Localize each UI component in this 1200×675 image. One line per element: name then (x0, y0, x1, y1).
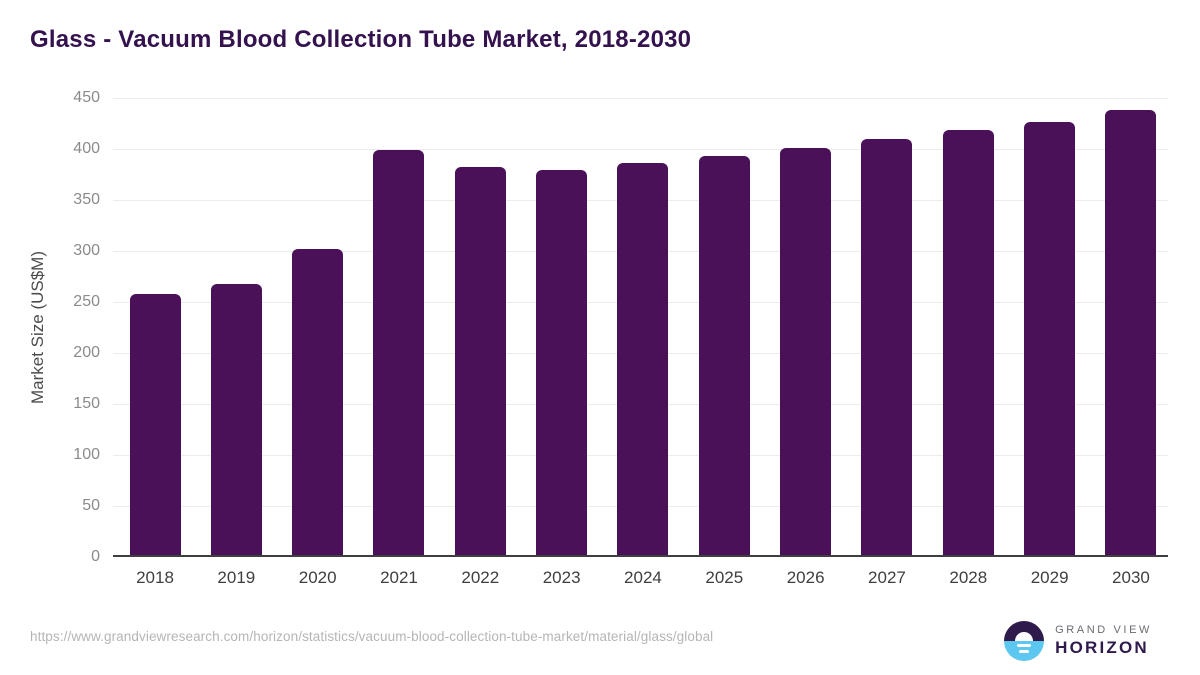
logo-product-name: HORIZON (1055, 638, 1149, 658)
bar-2018[interactable] (129, 293, 181, 555)
bar-2023[interactable] (536, 170, 588, 555)
y-tick-label: 450 (73, 89, 100, 106)
y-tick-label: 150 (73, 395, 100, 412)
gridline (113, 149, 1168, 150)
bar-2026[interactable] (780, 148, 832, 555)
y-tick-label: 400 (73, 140, 100, 157)
logo-brand-name: GRAND VIEW (1055, 623, 1152, 636)
x-tick-label: 2026 (786, 568, 825, 587)
horizon-logo: GRAND VIEW HORIZON (1004, 621, 1152, 661)
logo-text: GRAND VIEW HORIZON (1055, 624, 1152, 659)
y-tick-label: 350 (73, 191, 100, 208)
x-tick-label: 2022 (461, 568, 500, 587)
x-tick-label: 2019 (217, 568, 256, 587)
bar-2027[interactable] (861, 138, 913, 555)
x-tick-label: 2021 (380, 568, 418, 587)
y-tick-label: 0 (91, 548, 100, 565)
gridline (113, 98, 1168, 99)
bar-2020[interactable] (292, 249, 344, 555)
horizon-sun-icon (1004, 621, 1045, 661)
sun-reflection-line (1019, 650, 1030, 653)
y-axis-ticks: 0 50 100 150 200 250 300 350 400 450 (0, 89, 100, 565)
y-tick-label: 200 (73, 344, 100, 361)
x-tick-label: 2027 (868, 568, 906, 587)
page-title: Glass - Vacuum Blood Collection Tube Mar… (30, 26, 692, 53)
x-axis-ticks: 2018 2019 2020 2021 2022 2023 2024 2025 2026 2027… (113, 568, 1168, 594)
bar-2019[interactable] (210, 283, 262, 555)
bar-2025[interactable] (698, 156, 750, 555)
x-tick-label: 2029 (1030, 568, 1069, 587)
bar-2028[interactable] (942, 129, 994, 555)
bar-2022[interactable] (454, 167, 506, 555)
y-tick-label: 100 (73, 446, 100, 463)
source-url: https://www.grandviewresearch.com/horizo… (30, 629, 714, 644)
sun-icon (1015, 632, 1034, 641)
plot-area (113, 98, 1168, 557)
x-tick-label: 2020 (298, 568, 337, 587)
bar-2024[interactable] (617, 163, 669, 555)
y-tick-label: 300 (73, 242, 100, 259)
sun-reflection-line (1017, 644, 1032, 647)
y-tick-label: 50 (82, 497, 100, 514)
x-tick-label: 2023 (542, 568, 581, 587)
x-tick-label: 2018 (136, 568, 174, 587)
bar-2030[interactable] (1105, 110, 1157, 555)
x-tick-label: 2024 (624, 568, 662, 587)
x-tick-label: 2030 (1112, 568, 1150, 587)
y-tick-label: 250 (73, 293, 100, 310)
x-tick-label: 2028 (949, 568, 988, 587)
bar-2029[interactable] (1024, 121, 1076, 555)
bar-2021[interactable] (373, 150, 425, 555)
x-tick-label: 2025 (705, 568, 744, 587)
